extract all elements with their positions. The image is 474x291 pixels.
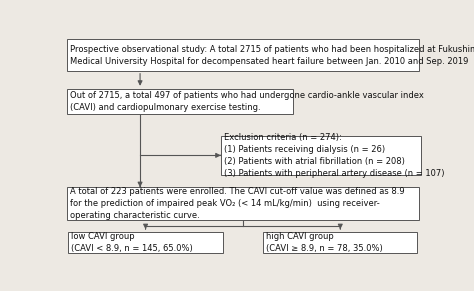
FancyBboxPatch shape (66, 89, 292, 114)
Text: A total of 223 patients were enrolled. The CAVI cut-off value was defined as 8.9: A total of 223 patients were enrolled. T… (70, 187, 404, 220)
Text: Exclusion criteria (n = 274):
(1) Patients receiving dialysis (n = 26)
(2) Patie: Exclusion criteria (n = 274): (1) Patien… (224, 133, 444, 178)
Text: Prospective observational study: A total 2715 of patients who had been hospitali: Prospective observational study: A total… (70, 45, 474, 66)
Text: low CAVI group
(CAVI < 8.9, n = 145, 65.0%): low CAVI group (CAVI < 8.9, n = 145, 65.… (72, 232, 193, 253)
FancyBboxPatch shape (68, 232, 223, 253)
Text: Out of 2715, a total 497 of patients who had undergone cardio-ankle vascular ind: Out of 2715, a total 497 of patients who… (70, 91, 423, 112)
FancyBboxPatch shape (66, 187, 419, 220)
FancyBboxPatch shape (66, 39, 419, 71)
FancyBboxPatch shape (263, 232, 418, 253)
FancyBboxPatch shape (221, 136, 421, 175)
Text: high CAVI group
(CAVI ≥ 8.9, n = 78, 35.0%): high CAVI group (CAVI ≥ 8.9, n = 78, 35.… (266, 232, 383, 253)
